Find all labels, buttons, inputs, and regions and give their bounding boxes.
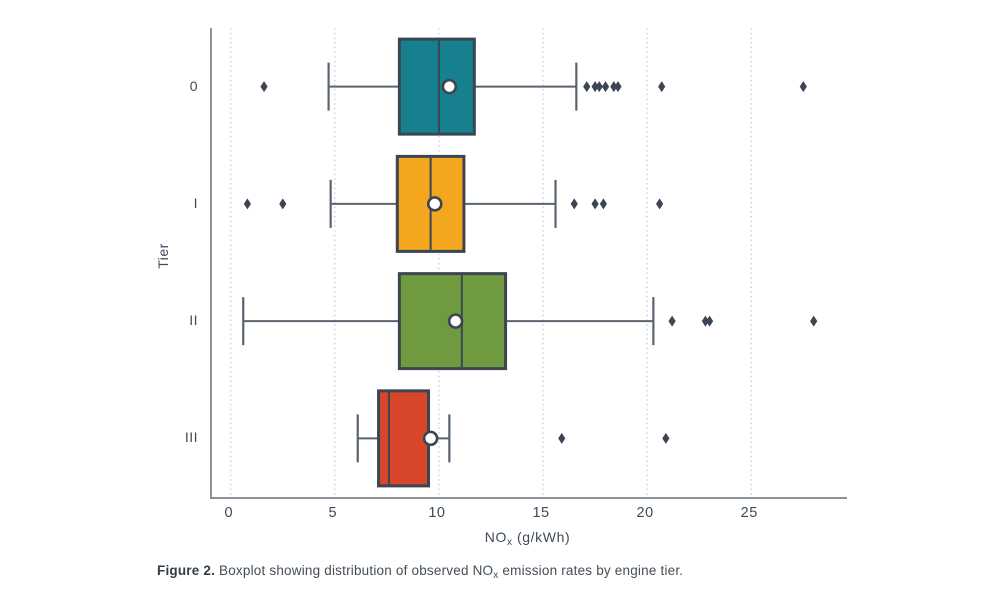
x-axis-title: NOx (g/kWh) (210, 529, 845, 548)
outlier-diamond-tier-0 (610, 81, 618, 93)
outlier-diamond-tier-0 (260, 81, 268, 93)
x-axis-title-suffix: (g/kWh) (512, 529, 571, 545)
x-tick-label-20: 20 (636, 505, 654, 521)
outlier-diamond-tier-II (810, 315, 818, 327)
y-tick-label-0: 0 (189, 77, 198, 94)
x-axis-title-subscript: x (506, 537, 513, 548)
outlier-diamond-tier-II (705, 315, 714, 327)
y-tick-label-II: II (189, 312, 198, 329)
outlier-diamond-tier-I (243, 198, 251, 210)
caption-text: Boxplot showing distribution of observed… (215, 563, 494, 578)
mean-marker-tier-I (426, 196, 443, 212)
outlier-diamond-tier-0 (591, 81, 599, 93)
outlier-diamond-tier-II (668, 315, 676, 327)
x-tick-label-25: 25 (740, 505, 758, 521)
boxplot-svg (230, 28, 818, 497)
outlier-diamond-tier-III (558, 432, 566, 444)
outlier-diamond-tier-0 (583, 81, 591, 93)
y-axis-title: Tier (155, 243, 171, 269)
caption-text-end: emission rates by engine tier. (498, 563, 684, 578)
outlier-diamond-tier-0 (658, 81, 666, 93)
y-tick-label-I: I (193, 194, 198, 211)
plot-area (210, 28, 847, 499)
outlier-diamond-tier-I (599, 198, 608, 210)
outlier-diamond-tier-0 (595, 81, 603, 93)
mean-marker-tier-III (422, 430, 439, 447)
outlier-diamond-tier-0 (799, 81, 807, 93)
x-tick-label-0: 0 (224, 505, 234, 521)
figure-caption: Figure 2. Boxplot showing distribution o… (157, 563, 683, 581)
outlier-diamond-tier-0 (601, 81, 610, 93)
mean-marker-tier-II (447, 313, 464, 329)
outlier-diamond-tier-I (656, 198, 664, 210)
box-tier-0 (397, 37, 476, 136)
x-tick-label-10: 10 (428, 505, 446, 521)
y-tick-label-III: III (184, 429, 198, 446)
outlier-diamond-tier-III (662, 432, 670, 444)
outlier-diamond-tier-II (701, 315, 710, 327)
x-axis-title-prefix: NO (484, 529, 507, 545)
caption-subscript: x (493, 570, 499, 581)
outlier-diamond-tier-I (591, 198, 599, 210)
outlier-diamond-tier-0 (614, 81, 622, 93)
x-tick-label-15: 15 (532, 505, 550, 521)
x-tick-label-5: 5 (328, 505, 338, 521)
outlier-diamond-tier-I (279, 198, 287, 210)
outlier-diamond-tier-I (570, 198, 578, 210)
box-tier-III (377, 389, 431, 488)
caption-figure-number: Figure 2. (157, 563, 216, 578)
mean-marker-tier-0 (441, 78, 458, 95)
